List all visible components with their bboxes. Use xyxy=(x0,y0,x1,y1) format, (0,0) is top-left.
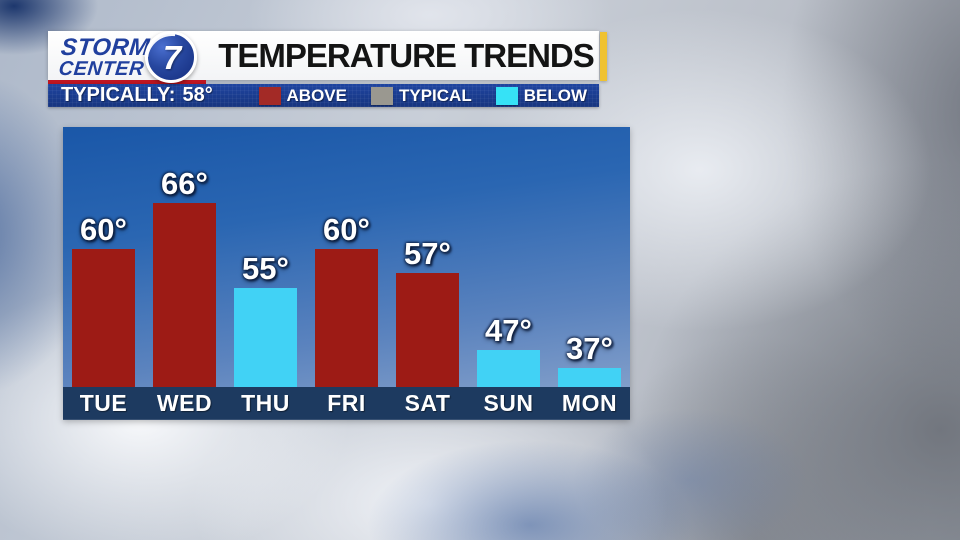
day-label-wed: WED xyxy=(156,390,213,416)
day-label-sat: SAT xyxy=(404,390,451,416)
legend-swatch-typical xyxy=(370,86,393,105)
legend-swatch-above xyxy=(258,86,281,105)
yellow-accent-bar xyxy=(600,32,607,81)
chart-column-sun: 47° xyxy=(468,315,549,387)
chart-column-tue: 60° xyxy=(63,214,144,387)
day-label-tue: TUE xyxy=(79,390,128,416)
temp-label-sat: 57° xyxy=(404,236,451,271)
chart-column-wed: 66° xyxy=(144,168,225,387)
info-bar: TYPICALLY: 58° ABOVE TYPICAL BELOW xyxy=(48,84,599,107)
chart-column-fri: 60° xyxy=(306,214,387,387)
logo-word-storm: STORM xyxy=(59,34,152,61)
temp-label-thu: 55° xyxy=(242,251,289,286)
bar-thu xyxy=(234,288,297,387)
chart-column-mon: 37° xyxy=(549,333,630,387)
temp-label-fri: 60° xyxy=(323,212,370,247)
typical-readout: TYPICALLY: 58° xyxy=(48,84,213,107)
temp-label-mon: 37° xyxy=(566,331,613,366)
day-label-thu: THU xyxy=(241,390,290,416)
bars-row: 60° 66° 55° 60° 57° 47° 37° xyxy=(63,127,630,387)
channel-7-number: 7 xyxy=(162,38,182,76)
logo-red-underline xyxy=(48,80,206,84)
legend-label-above: ABOVE xyxy=(286,85,347,105)
day-strip: TUE WED THU FRI SAT SUN MON xyxy=(63,387,630,420)
legend-item-above: ABOVE xyxy=(258,85,347,106)
bar-tue xyxy=(72,249,135,387)
channel-7-icon: 7 xyxy=(145,31,197,83)
legend-label-below: BELOW xyxy=(523,85,587,105)
temp-label-sun: 47° xyxy=(485,313,532,348)
chart-column-thu: 55° xyxy=(225,253,306,387)
day-label-fri: FRI xyxy=(327,390,366,416)
bar-wed xyxy=(153,203,216,387)
legend-item-below: BELOW xyxy=(495,85,587,106)
legend-swatch-below xyxy=(495,86,518,105)
bar-sun xyxy=(477,350,540,387)
typical-value: 58° xyxy=(182,84,213,106)
bar-fri xyxy=(315,249,378,387)
legend-label-typical: TYPICAL xyxy=(398,85,472,105)
temp-label-tue: 60° xyxy=(80,212,127,247)
bar-mon xyxy=(558,368,621,387)
day-label-mon: MON xyxy=(561,390,618,416)
legend-item-typical: TYPICAL xyxy=(370,85,472,106)
logo-word-center: CENTER xyxy=(57,58,146,80)
storm-center-wordmark: STORM CENTER xyxy=(57,34,152,80)
page-title: TEMPERATURE TRENDS xyxy=(218,36,595,74)
temperature-trends-chart: 60° 66° 55° 60° 57° 47° 37° TUE WED THU FRI SAT SUN… xyxy=(63,127,630,420)
typical-label: TYPICALLY: xyxy=(61,84,176,106)
header-banner: STORM CENTER TEMPERATURE TRENDS xyxy=(48,31,599,80)
legend: ABOVE TYPICAL BELOW xyxy=(258,85,599,106)
day-label-sun: SUN xyxy=(483,390,534,416)
temp-label-wed: 66° xyxy=(161,166,208,201)
bar-sat xyxy=(396,273,459,387)
chart-column-sat: 57° xyxy=(387,238,468,387)
